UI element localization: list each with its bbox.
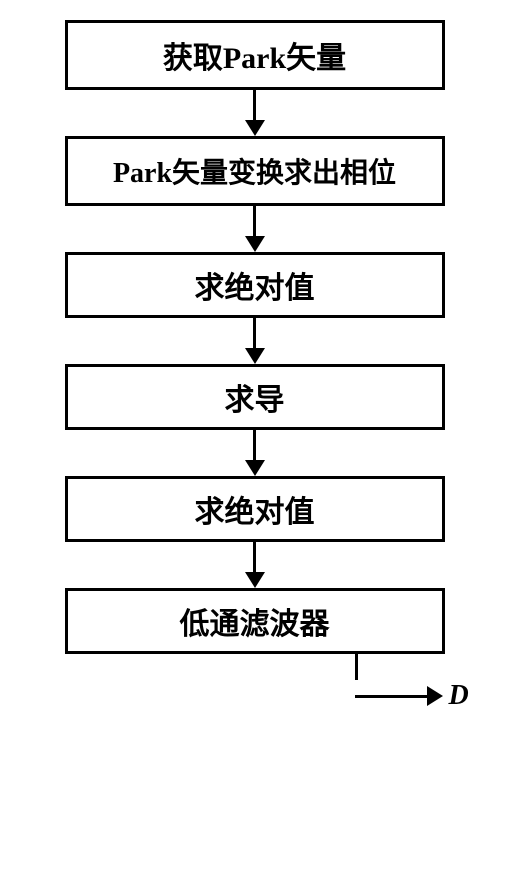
step-label-1: 获取Park矢量: [163, 33, 346, 77]
arrow-2: [245, 206, 265, 252]
step-box-3: 求绝对值: [65, 252, 445, 318]
step-label-3: 求绝对值: [195, 263, 315, 307]
step-box-4: 求导: [65, 364, 445, 430]
arrow-1: [245, 90, 265, 136]
step-label-5: 求绝对值: [195, 487, 315, 531]
arrow-head: [245, 236, 265, 252]
arrow-shaft: [253, 206, 256, 236]
arrow-5: [245, 542, 265, 588]
output-arrowhead: [427, 686, 443, 706]
arrow-4: [245, 430, 265, 476]
arrow-head: [245, 348, 265, 364]
output-label: D: [449, 680, 469, 712]
arrow-shaft: [253, 430, 256, 460]
output-horz: [355, 695, 427, 698]
step-box-1: 获取Park矢量: [65, 20, 445, 90]
arrow-shaft: [253, 318, 256, 348]
arrow-shaft: [253, 542, 256, 572]
arrow-3: [245, 318, 265, 364]
step-label-6: 低通滤波器: [180, 599, 330, 643]
step-label-4: 求导: [225, 375, 285, 419]
flowchart-container: 获取Park矢量 Park矢量变换求出相位 求绝对值 求导 求绝对值 低通滤波器: [0, 0, 509, 871]
output-connector: D: [65, 654, 445, 704]
step-box-6: 低通滤波器: [65, 588, 445, 654]
step-box-2: Park矢量变换求出相位: [65, 136, 445, 206]
arrow-head: [245, 120, 265, 136]
arrow-head: [245, 572, 265, 588]
step-box-5: 求绝对值: [65, 476, 445, 542]
output-vert: [355, 654, 358, 680]
arrow-shaft: [253, 90, 256, 120]
step-label-2: Park矢量变换求出相位: [113, 151, 396, 191]
arrow-head: [245, 460, 265, 476]
